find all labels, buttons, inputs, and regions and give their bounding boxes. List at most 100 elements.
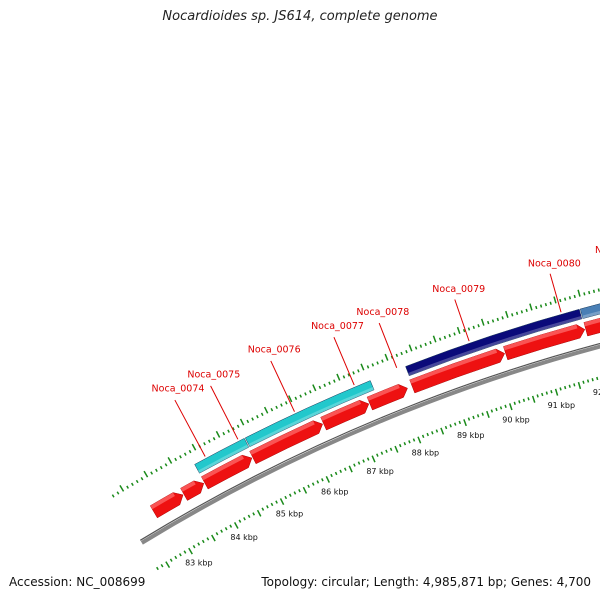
outer-tick <box>299 394 302 398</box>
inner-tick <box>458 420 462 425</box>
outer-tick <box>360 363 365 371</box>
outer-tick <box>116 491 120 495</box>
outer-tick <box>294 396 298 401</box>
inner-tick <box>586 379 590 383</box>
inner-tick <box>486 410 490 419</box>
outer-tick <box>453 332 456 336</box>
inner-tick <box>490 409 494 413</box>
outer-tick <box>559 298 562 303</box>
inner-tick <box>353 463 356 467</box>
inner-tick <box>545 391 548 395</box>
outer-tick <box>491 319 495 323</box>
cds-highlight <box>367 384 400 401</box>
outer-tick <box>212 436 216 441</box>
inner-tick <box>183 550 187 554</box>
inner-tick <box>178 553 182 557</box>
inner-tick <box>449 424 452 428</box>
gene-label[interactable]: Noca_0081 <box>595 245 600 256</box>
inner-tick <box>266 505 269 509</box>
inner-tick <box>321 478 324 482</box>
inner-tick <box>261 507 265 511</box>
inner-tick <box>550 390 553 394</box>
gene-label-track: Noca_0074 Noca_0075 Noca_0076 Noca_0077 Noca… <box>152 245 600 457</box>
outer-tick <box>183 452 187 456</box>
outer-tick <box>419 344 423 348</box>
outer-tick <box>376 361 379 365</box>
kbp-label: 92 kbp <box>593 388 600 397</box>
outer-tick <box>477 324 480 328</box>
gene-label[interactable]: Noca_0075 <box>187 370 240 381</box>
outer-tick <box>583 292 586 296</box>
outer-tick <box>443 335 447 340</box>
inner-tick <box>564 385 567 390</box>
inner-tick <box>197 542 201 546</box>
inner-tick <box>573 383 576 387</box>
inner-tick <box>481 412 484 416</box>
gene-label[interactable]: Noca_0079 <box>432 284 485 295</box>
cds-highlight <box>150 492 175 510</box>
inner-tick <box>247 514 251 519</box>
outer-tick <box>511 313 514 317</box>
inner-tick <box>316 480 320 484</box>
inner-tick <box>362 459 365 463</box>
gene-label[interactable]: Noca_0078 <box>356 307 409 318</box>
inner-tick <box>220 529 223 533</box>
feature-shading <box>198 444 249 474</box>
outer-tick <box>179 455 182 459</box>
cds-highlight <box>249 420 315 455</box>
inner-tick <box>188 547 193 555</box>
outer-tick <box>239 418 245 426</box>
inner-tick <box>307 484 310 488</box>
outer-tick <box>438 337 442 341</box>
outer-tick <box>304 392 307 396</box>
outer-tick <box>126 485 130 489</box>
gene-label[interactable]: Noca_0076 <box>248 345 301 356</box>
backbone-arc <box>140 344 600 545</box>
outer-tick <box>597 288 600 292</box>
inner-tick <box>440 427 445 435</box>
outer-tick <box>164 463 168 467</box>
inner-tick <box>334 471 338 476</box>
inner-tick <box>527 397 530 401</box>
outer-tick <box>496 317 499 322</box>
inner-tick <box>472 415 475 420</box>
outer-tick <box>328 381 331 385</box>
inner-tick <box>495 407 498 412</box>
inner-tick <box>398 443 402 448</box>
outer-tick <box>150 471 154 475</box>
outer-tick <box>336 373 341 381</box>
outer-tick <box>318 385 322 390</box>
inner-tick <box>463 419 467 427</box>
outer-tick <box>227 429 230 433</box>
outer-tick <box>191 443 197 451</box>
inner-tick <box>385 449 388 453</box>
outer-tick <box>263 406 269 414</box>
outer-tick <box>405 349 408 354</box>
outer-tick <box>222 431 226 436</box>
outer-tick <box>588 290 591 295</box>
feature-block <box>579 303 600 319</box>
inner-tick <box>270 502 274 507</box>
outer-tick <box>539 304 543 308</box>
inner-tick <box>476 414 480 418</box>
inner-tick <box>366 457 370 461</box>
inner-tick <box>371 455 376 463</box>
inner-tick <box>288 493 292 497</box>
inner-tick <box>389 447 393 452</box>
outer-tick <box>207 439 211 443</box>
outer-tick <box>480 318 485 326</box>
gene-label[interactable]: Noca_0077 <box>311 321 364 332</box>
gene-label[interactable]: Noca_0080 <box>528 258 581 269</box>
outer-tick <box>535 305 538 310</box>
outer-tick <box>357 369 360 373</box>
inner-tick <box>325 475 330 483</box>
outer-tick <box>487 320 490 325</box>
accession-text: Accession: NC_008699 <box>9 575 146 589</box>
outer-tick <box>342 375 346 379</box>
outer-tick <box>577 289 581 297</box>
inner-tick <box>412 438 416 442</box>
outer-tick <box>143 470 149 478</box>
gene-label[interactable]: Noca_0074 <box>152 384 205 395</box>
outer-tick <box>333 379 336 383</box>
outer-tick <box>140 477 144 481</box>
